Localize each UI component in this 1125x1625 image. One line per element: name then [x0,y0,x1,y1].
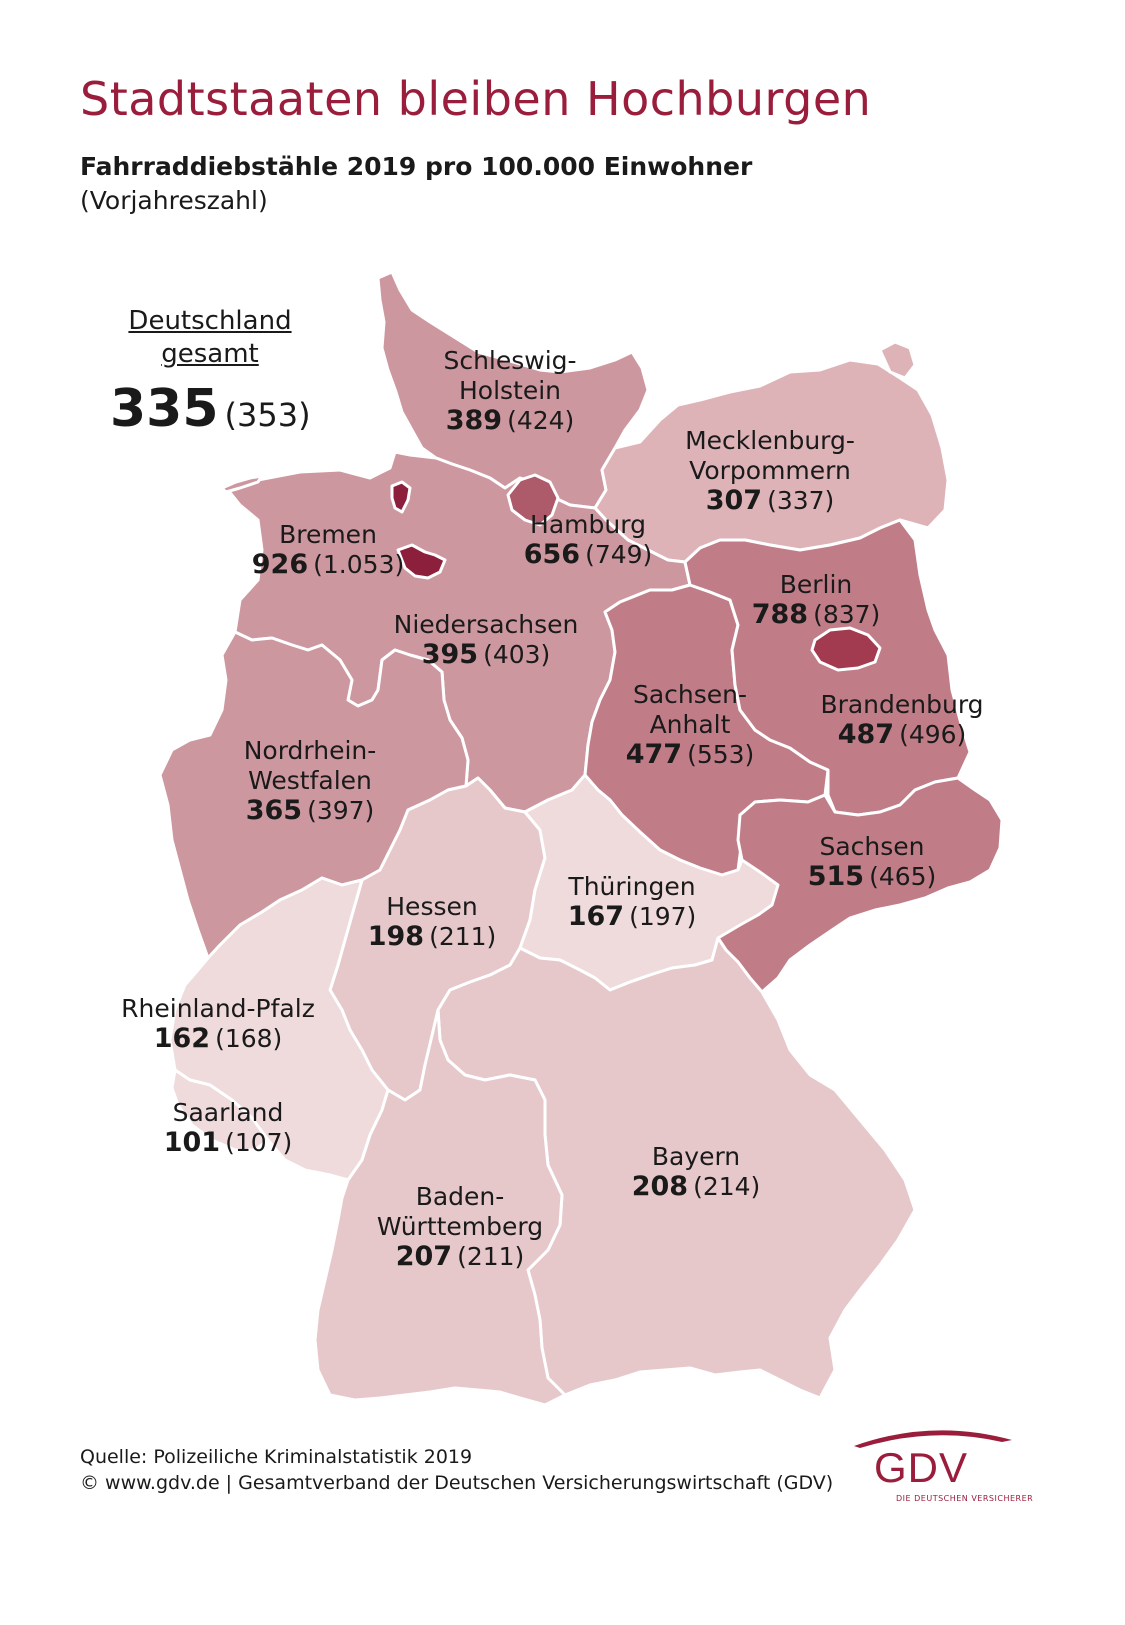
label-sachsen: Sachsen 515 (465) [807,832,937,892]
label-hamburg: Hamburg 656 (749) [523,510,653,570]
chart-subnote: (Vorjahreszahl) [80,186,268,215]
label-bayern: Bayern 208 (214) [631,1142,761,1202]
footer-source: Quelle: Polizeiliche Kriminalstatistik 2… [80,1446,473,1468]
chart-title: Stadtstaaten bleiben Hochburgen [80,72,872,126]
label-thueringen: Thüringen 167 (197) [567,872,697,932]
total-values: 335 (353) [110,379,311,439]
gdv-logo: GDV DIE DEUTSCHEN VERSICHERER [852,1422,1033,1503]
island-north-sea [220,474,264,494]
label-mecklenburg-vorpommern: Mecklenburg- Vorpommern 307 (337) [685,426,855,516]
island-baltic-ruegen [878,340,917,380]
label-niedersachsen: Niedersachsen 395 (403) [393,610,579,670]
region-bremerhaven [390,480,412,514]
region-baden-wuerttemberg [313,1008,567,1407]
total-value: 335 [110,379,219,439]
germany-total: Deutschland gesamt 335 (353) [110,305,311,439]
logo-arc-icon [854,1430,1012,1448]
label-schleswig-holstein: Schleswig- Holstein 389 (424) [443,346,577,436]
chart-subtitle: Fahrraddiebstähle 2019 pro 100.000 Einwo… [80,152,753,181]
region-bremen [396,543,447,580]
region-saarland [170,1068,270,1152]
label-bremen: Bremen 926 (1.053) [251,520,405,580]
label-baden-wuerttemberg: Baden- Württemberg 207 (211) [376,1182,544,1272]
total-prev: (353) [224,396,311,434]
label-sachsen-anhalt: Sachsen- Anhalt 477 (553) [625,680,755,770]
label-brandenburg: Brandenburg 487 (496) [820,690,984,750]
label-hessen: Hessen 198 (211) [367,892,497,952]
total-label: Deutschland gesamt [128,306,292,369]
region-berlin [810,626,882,672]
label-rheinland-pfalz: Rheinland-Pfalz 162 (168) [121,994,315,1054]
region-hamburg [506,473,560,527]
footer-copyright: © www.gdv.de | Gesamtverband der Deutsch… [80,1472,834,1494]
label-berlin: Berlin 788 (837) [751,570,881,630]
label-saarland: Saarland 101 (107) [163,1098,293,1158]
label-nordrhein-westfalen: Nordrhein- Westfalen 365 (397) [243,736,377,826]
